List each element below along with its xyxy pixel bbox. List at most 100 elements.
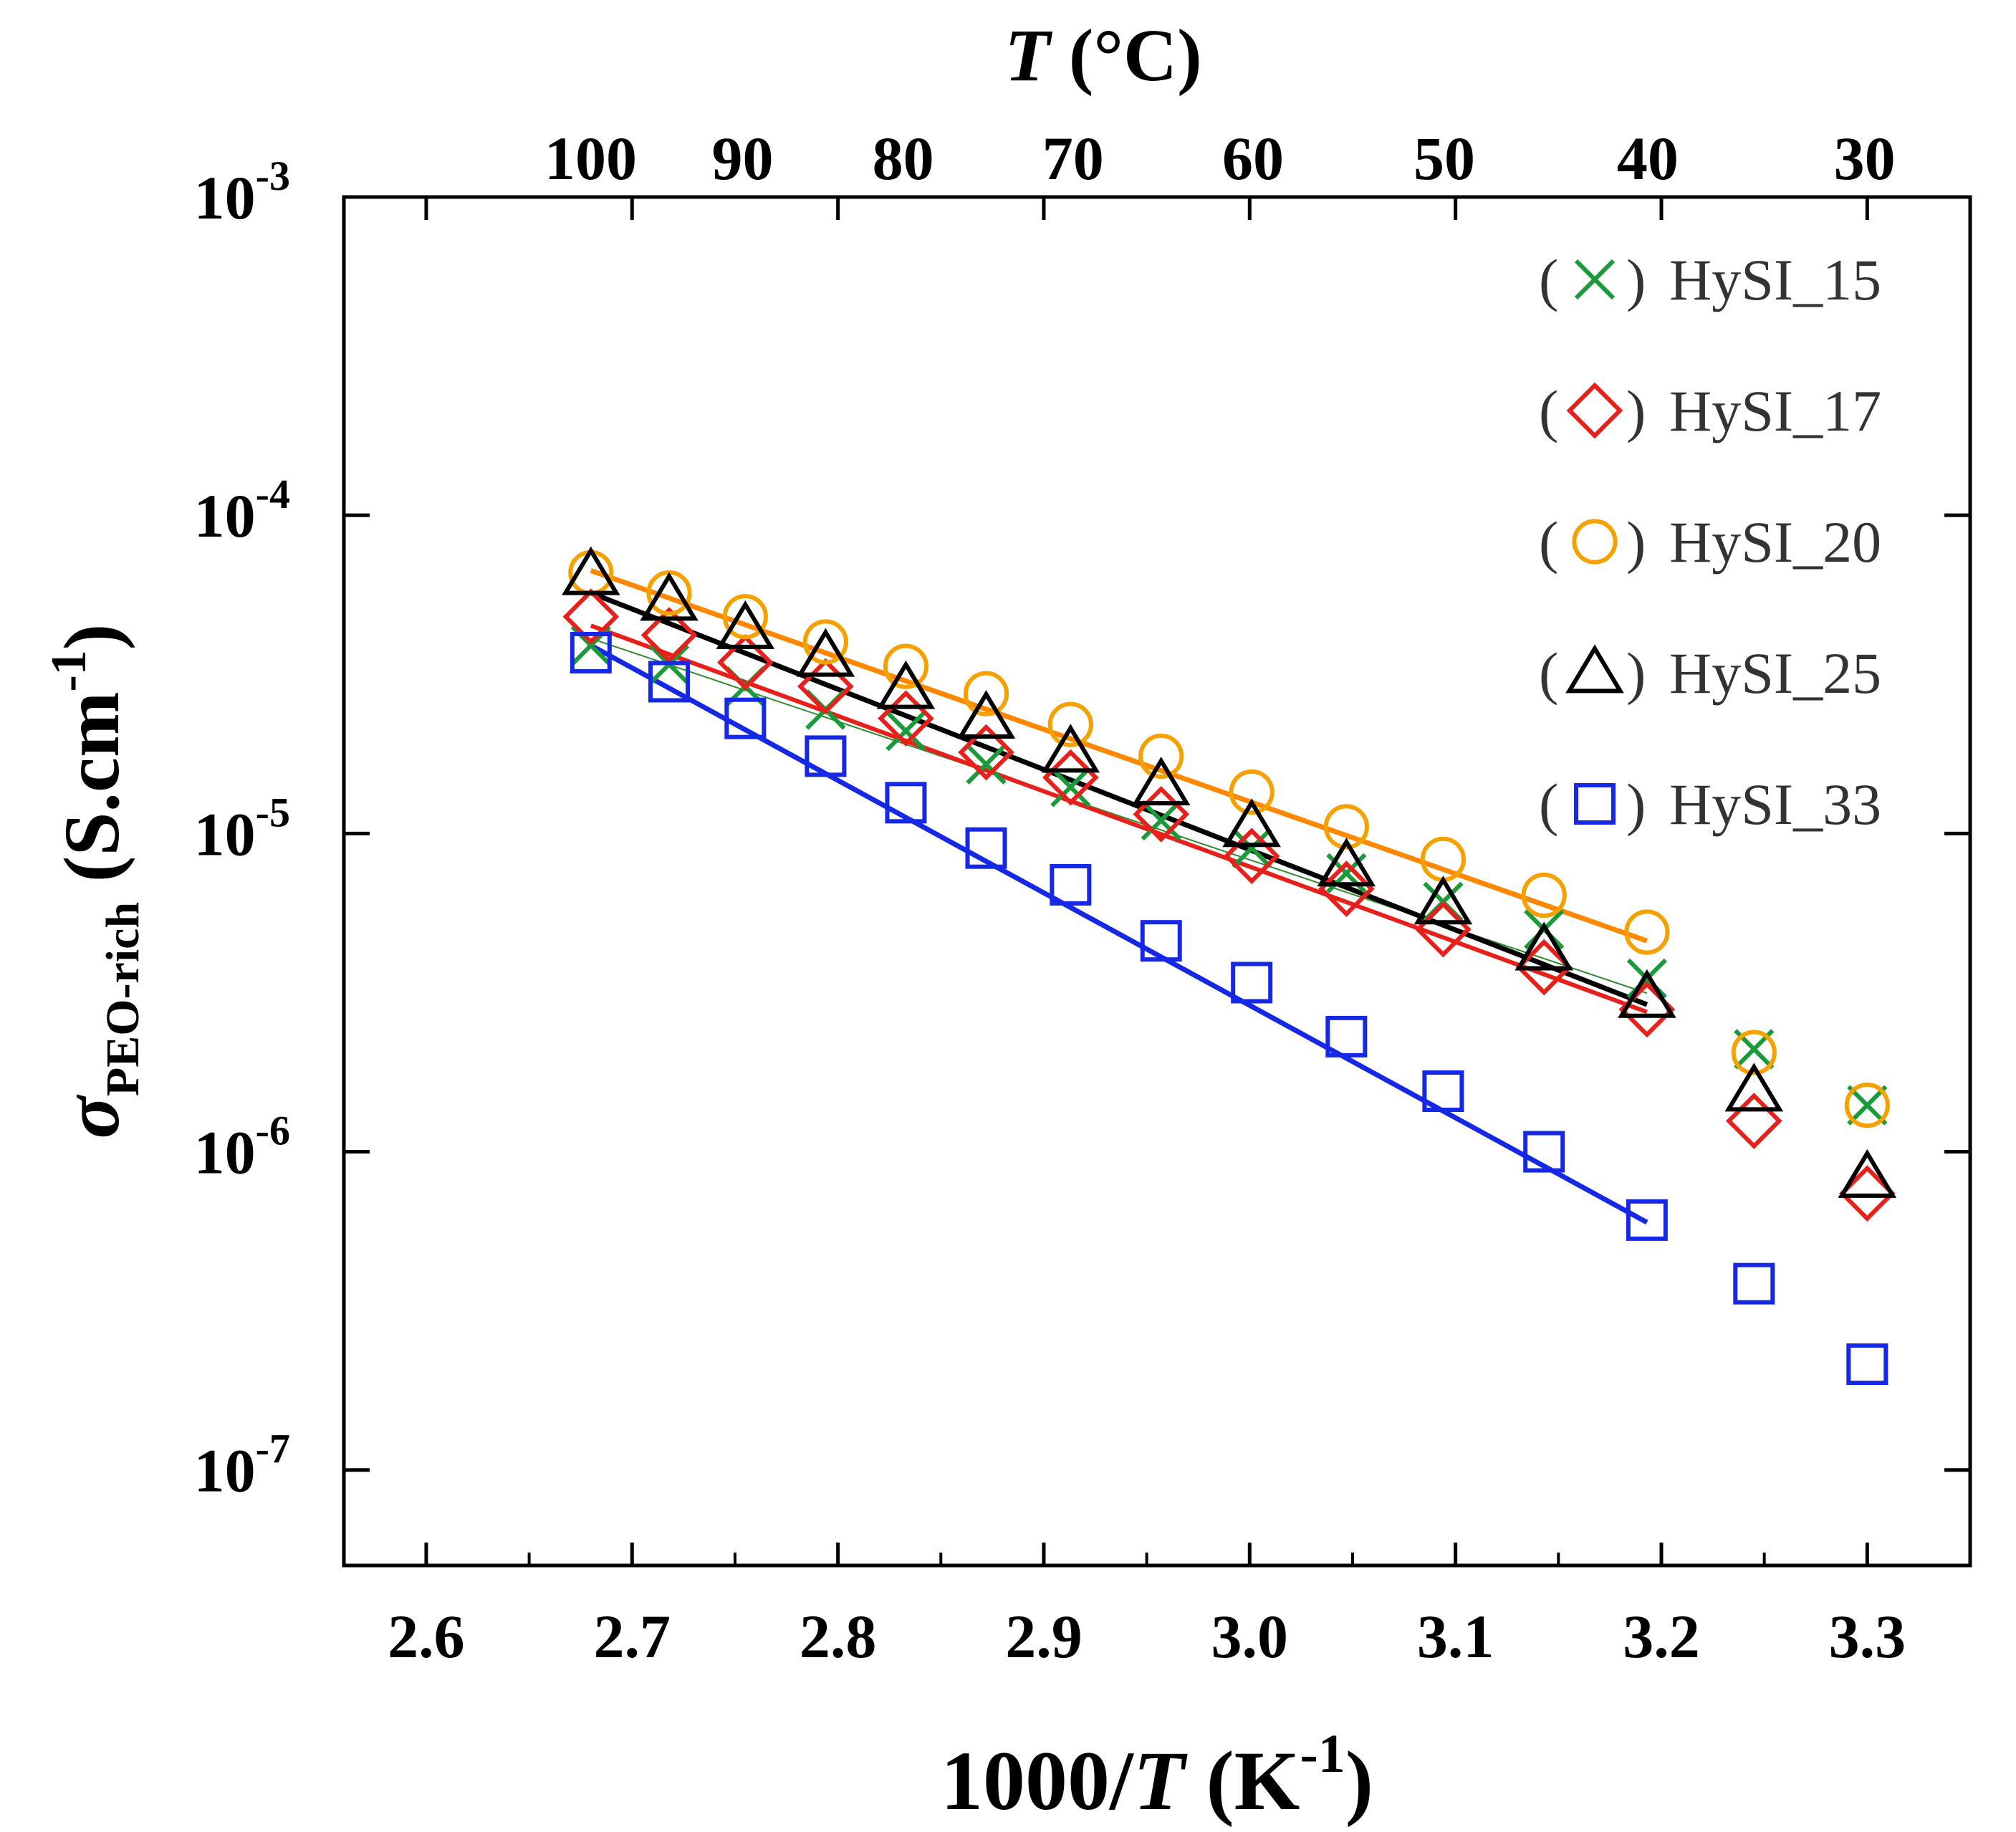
- top-axis-title: T (°C): [1004, 14, 1202, 97]
- legend-label-hysi-20: HySI_20: [1669, 509, 1881, 575]
- legend-label-hysi-17: HySI_17: [1669, 378, 1881, 443]
- y-tick-label: 10-5: [194, 789, 290, 868]
- point-hysi-25: [1413, 876, 1473, 925]
- point-hysi-33: [648, 661, 690, 703]
- y-tick-base: 10: [194, 481, 256, 550]
- point-hysi-17: [1223, 828, 1280, 885]
- point-hysi-15: [1050, 767, 1091, 807]
- point-hysi-33: [1733, 1262, 1775, 1305]
- legend-marker-hysi-20: [1572, 519, 1618, 565]
- point-hysi-17: [1515, 939, 1573, 996]
- top-tick-label: 30: [1834, 124, 1896, 193]
- point-hysi-17: [878, 690, 934, 747]
- x-tick-label: 3.2: [1623, 1602, 1700, 1671]
- x-axis-title-unit-exp: -1: [1300, 1724, 1345, 1784]
- point-hysi-33: [1422, 1070, 1464, 1113]
- point-hysi-25: [562, 546, 620, 595]
- point-hysi-17: [562, 588, 620, 646]
- top-tick-label: 60: [1222, 124, 1284, 193]
- point-hysi-25: [716, 600, 775, 649]
- legend-paren-open: (: [1539, 772, 1558, 837]
- y-axis-title-sigma: σ: [48, 1094, 135, 1138]
- point-hysi-25: [956, 690, 1016, 739]
- top-axis-title-unit: (°C): [1050, 14, 1202, 97]
- legend-marker-hysi-17: [1566, 382, 1623, 439]
- legend-label-hysi-25: HySI_25: [1669, 641, 1881, 706]
- legend-paren-open: (: [1539, 641, 1558, 706]
- point-hysi-20: [1731, 1030, 1777, 1075]
- legend-paren-close: ): [1626, 247, 1646, 312]
- legend-paren-open: (: [1539, 247, 1558, 312]
- point-hysi-33: [1231, 961, 1273, 1004]
- point-hysi-20: [1521, 872, 1567, 919]
- point-hysi-15: [1232, 828, 1272, 868]
- point-hysi-33: [1846, 1343, 1888, 1386]
- point-hysi-17: [640, 607, 698, 663]
- point-hysi-20: [1229, 769, 1275, 815]
- legend-paren-close: ): [1626, 378, 1646, 443]
- point-hysi-17: [1133, 786, 1190, 843]
- legend-paren-close: ): [1626, 641, 1646, 706]
- point-hysi-33: [885, 782, 927, 824]
- point-hysi-20: [1138, 733, 1184, 780]
- legend-label-hysi-15: HySI_15: [1669, 247, 1881, 312]
- legend-paren-close: ): [1626, 772, 1646, 837]
- point-hysi-25: [1724, 1063, 1784, 1112]
- point-hysi-17: [797, 658, 854, 715]
- point-hysi-25: [1041, 724, 1100, 773]
- point-hysi-20: [802, 619, 848, 665]
- top-tick-label: 80: [873, 124, 934, 193]
- point-hysi-33: [1325, 1015, 1368, 1058]
- point-hysi-33: [570, 631, 612, 673]
- point-hysi-33: [724, 697, 767, 739]
- legend-paren-close: ): [1626, 509, 1646, 575]
- point-hysi-25: [1222, 798, 1281, 848]
- fit-line-hysi-33: [590, 643, 1648, 1225]
- x-tick-label: 2.8: [800, 1602, 877, 1671]
- top-tick-label: 50: [1413, 124, 1475, 193]
- point-hysi-25: [796, 628, 855, 677]
- y-tick-base: 10: [194, 163, 256, 232]
- x-tick-label: 2.9: [1005, 1602, 1083, 1671]
- legend-paren-open: (: [1539, 378, 1558, 443]
- point-hysi-15: [1141, 800, 1181, 841]
- point-hysi-33: [1523, 1131, 1565, 1173]
- plot-frame: [342, 195, 1972, 1568]
- point-hysi-15: [1847, 1085, 1888, 1126]
- point-hysi-33: [1140, 920, 1182, 962]
- y-tick-exp: -6: [256, 1108, 290, 1154]
- y-tick-label: 10-7: [194, 1426, 290, 1505]
- legend-marker-hysi-15: [1574, 259, 1616, 300]
- y-tick-label: 10-6: [194, 1108, 290, 1187]
- top-tick-label: 70: [1042, 124, 1104, 193]
- fit-line-hysi-20: [590, 568, 1648, 944]
- point-hysi-20: [1047, 701, 1093, 747]
- point-hysi-25: [1317, 838, 1376, 887]
- x-tick-label: 2.6: [388, 1602, 465, 1671]
- x-axis-title-var: T: [1133, 1734, 1188, 1828]
- y-tick-exp: -4: [256, 471, 290, 517]
- point-hysi-20: [1844, 1083, 1890, 1128]
- y-tick-exp: -5: [256, 789, 290, 835]
- point-hysi-25: [1618, 969, 1676, 1018]
- x-axis-title-close: ): [1345, 1734, 1373, 1828]
- point-hysi-17: [1725, 1093, 1782, 1149]
- x-axis-title-unit: (K: [1185, 1734, 1300, 1828]
- top-tick-label: 40: [1617, 124, 1679, 193]
- point-hysi-25: [640, 572, 699, 621]
- point-hysi-33: [1626, 1199, 1668, 1241]
- y-tick-label: 10-3: [194, 153, 290, 232]
- point-hysi-20: [1624, 909, 1670, 955]
- point-hysi-33: [805, 735, 847, 777]
- point-hysi-17: [958, 724, 1014, 781]
- y-axis-title-close: ): [48, 624, 135, 651]
- y-axis-title-sub: PEO-rich: [97, 902, 149, 1096]
- top-axis-title-var: T: [1004, 14, 1052, 97]
- point-hysi-15: [966, 744, 1007, 785]
- legend-paren-open: (: [1539, 509, 1558, 575]
- x-tick-label: 3.3: [1829, 1602, 1906, 1671]
- y-tick-base: 10: [194, 1118, 256, 1187]
- legend-label-hysi-33: HySI_33: [1669, 772, 1881, 837]
